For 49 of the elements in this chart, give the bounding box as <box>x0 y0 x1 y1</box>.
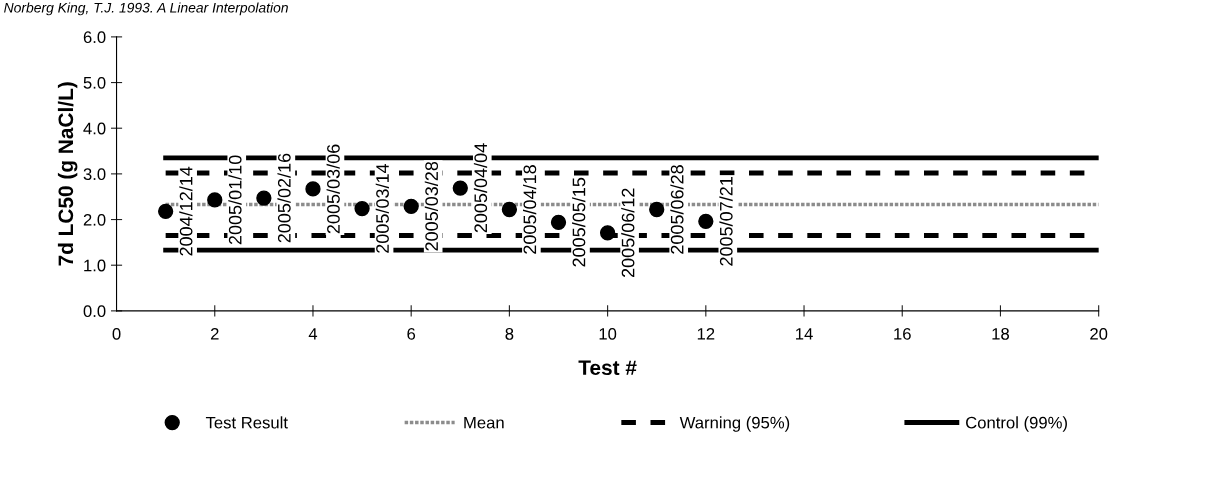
point <box>698 213 714 230</box>
point <box>452 180 468 196</box>
point <box>649 201 665 218</box>
point <box>305 181 321 197</box>
x-tick-label: 8 <box>505 327 514 340</box>
annotation: 2005/02/16 <box>277 153 291 243</box>
annotation: 2005/04/04 <box>473 143 488 233</box>
y-tick-label: 4.0 <box>83 122 106 135</box>
x-tick-label: 20 <box>1090 327 1108 340</box>
point <box>256 190 272 206</box>
x-tick-label: 14 <box>796 328 813 340</box>
legend-label: Test Result <box>205 416 288 429</box>
y-tick-label: 0.0 <box>83 305 106 318</box>
annotation: 2005/05/15 <box>572 177 586 267</box>
point <box>207 192 223 208</box>
x-tick-label: 10 <box>599 327 617 340</box>
x-tick-label: 4 <box>308 328 318 340</box>
y-tick-label: 6.0 <box>83 31 106 44</box>
point <box>403 198 419 214</box>
point <box>599 225 616 241</box>
annotation: 2005/01/10 <box>228 155 242 245</box>
annotation: 2005/04/18 <box>522 165 537 254</box>
x-tick-label: 18 <box>992 327 1009 340</box>
x-axis-title: Test # <box>578 360 637 376</box>
y-tick-label: 2.0 <box>83 213 106 226</box>
legend-label: Mean <box>464 416 504 429</box>
x-tick-label: 16 <box>894 327 911 340</box>
x-tick-label: 2 <box>210 327 219 340</box>
x-tick-label: 6 <box>407 327 416 340</box>
annotation: 2005/03/28 <box>424 161 439 251</box>
annotation: 2005/06/12 <box>621 188 635 278</box>
y-tick-label: 3.0 <box>83 168 106 181</box>
point <box>158 203 174 219</box>
annotation: 2004/12/14 <box>179 166 193 256</box>
y-tick-label: 1.0 <box>84 259 106 272</box>
point <box>501 201 518 218</box>
annotation: 2005/03/06 <box>326 144 340 234</box>
x-tick-label: 12 <box>697 327 715 340</box>
x-tick-label: 0 <box>112 327 121 340</box>
point <box>550 214 567 230</box>
annotation: 2005/06/28 <box>670 165 684 254</box>
legend-label: Control (99%) <box>966 416 1067 432</box>
y-axis-title: 7d LC50 (g NaCl/L) <box>57 82 78 266</box>
point <box>354 200 370 217</box>
legend-label: Warning (95%) <box>679 416 790 432</box>
y-tick-label: 5.0 <box>83 76 106 89</box>
annotation: 2005/03/14 <box>375 163 389 253</box>
annotation: 2005/07/21 <box>719 177 733 266</box>
text: Norberg King, T.J. 1993. A Linear Interpolation <box>4 2 288 16</box>
